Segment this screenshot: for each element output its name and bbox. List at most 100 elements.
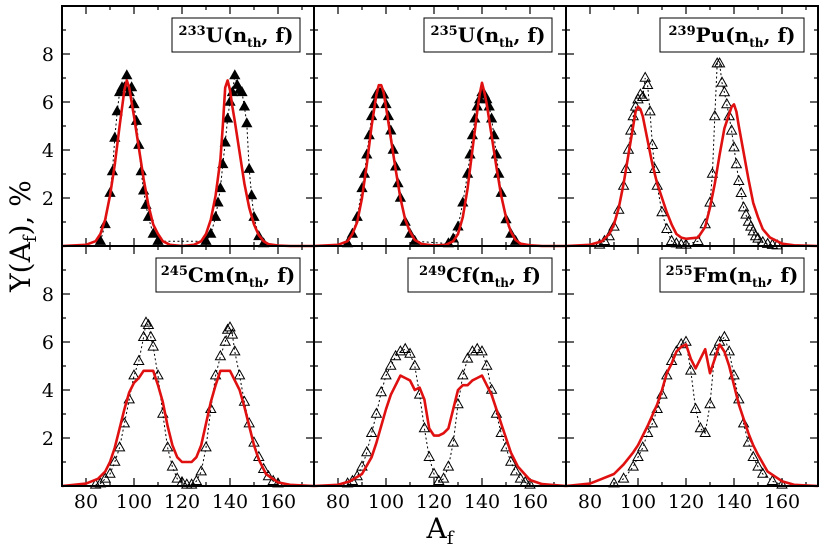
panel-label-open: (n (223, 23, 247, 47)
experiment-point (752, 460, 764, 471)
panel-label-box (171, 17, 301, 53)
panel-label-sup: 239 (668, 24, 695, 39)
panel-label-elem: Pu (696, 23, 726, 47)
experiment-point (612, 203, 625, 214)
panel-label-elem: Cm (188, 263, 225, 287)
experiment-point (147, 227, 159, 238)
x-tick-label: 120 (164, 491, 200, 513)
experiment-point (365, 426, 378, 437)
experiment-point (360, 445, 373, 457)
experiment-point (442, 460, 455, 471)
panel-label-sup: 245 (161, 264, 188, 279)
experiment-point (730, 157, 743, 169)
panel-label-close: , f) (764, 23, 796, 47)
experiment-point (660, 222, 673, 233)
experiment-line (613, 336, 783, 486)
experiment-point (152, 234, 164, 245)
panel-label-open: (n (728, 263, 752, 287)
panel-label-open: (n (475, 23, 499, 47)
x-tick-label: 160 (260, 491, 296, 513)
model-line (565, 103, 819, 248)
panel-label-sub: th (752, 276, 767, 290)
experiment-point (200, 441, 212, 452)
experiment-point (665, 234, 678, 245)
panel-label-close: , f) (513, 23, 545, 47)
x-tick-label: 140 (464, 491, 500, 513)
experiment-point (121, 69, 133, 80)
experiment-point (144, 330, 157, 341)
experiment-point (132, 354, 145, 365)
experiment-point (147, 340, 160, 351)
panel-0: 2 4 6 8 233U(nth, f) (42, 5, 315, 248)
experiment-point (476, 345, 488, 356)
experiment-point (241, 117, 253, 128)
experiment-point (634, 88, 647, 99)
panel-label-open: (n (225, 263, 249, 287)
panel-label-sup: 233 (179, 24, 206, 39)
experiment-point (608, 220, 620, 231)
experiment-point (737, 201, 750, 212)
experiment-point (161, 441, 174, 452)
experiment-point (399, 342, 412, 353)
panel-label: 233U(nth, f) (179, 23, 294, 50)
experiment-point (137, 330, 150, 341)
experiment-point (224, 321, 236, 332)
panel-label-sub: th (247, 36, 262, 50)
panel-label-box (659, 17, 805, 53)
panel-label-close: , f) (263, 263, 295, 287)
experiment-point (504, 455, 517, 466)
panel-label-sup: 249 (419, 264, 446, 279)
panel-frame (565, 245, 819, 487)
experiment-line (599, 63, 778, 246)
experiment-point (200, 234, 212, 245)
experiment-point (185, 478, 198, 489)
x-tick-label: 80 (326, 491, 350, 513)
experiment-point (716, 76, 728, 87)
experiment-point (190, 474, 203, 485)
experiment-point (380, 369, 392, 380)
experiment-point (228, 345, 241, 356)
experiment-point (617, 472, 630, 483)
experiment-point (651, 179, 664, 190)
experiment-point (104, 467, 116, 478)
model-line (313, 81, 566, 248)
panel-label-elem: Fm (693, 263, 728, 287)
panel-4: 80 100 120 140 160 249Cf(nth, f) (313, 245, 567, 513)
experiment-point (142, 318, 155, 329)
x-tick-label: 100 (620, 491, 656, 513)
experiment-point (243, 162, 255, 173)
experiment-point (236, 86, 248, 97)
experiment-point (644, 105, 656, 116)
experiment-point (205, 227, 217, 238)
experiment-point (720, 97, 733, 109)
experiment-point (708, 109, 721, 121)
experiment-point (166, 460, 179, 471)
experiment-point (639, 71, 652, 82)
experiment-point (627, 460, 640, 471)
experiment-point (471, 342, 484, 353)
experiment-point (418, 421, 431, 433)
panel-label-sup: 235 (431, 24, 458, 39)
experiment-point (94, 234, 107, 245)
experiment-point (209, 210, 222, 221)
panel-label-box (155, 257, 301, 293)
experiment-point (636, 441, 649, 452)
experiment-point (656, 205, 668, 217)
experiment-point (752, 232, 764, 243)
experiment-point (394, 345, 407, 356)
experiment-point (699, 426, 712, 437)
experiment-point (214, 349, 227, 361)
x-tick-label: 160 (764, 491, 800, 513)
experiment-point (480, 359, 493, 370)
y-tick-label: 8 (42, 44, 54, 66)
model-line (61, 79, 314, 248)
panel-label: 249Cf(nth, f) (419, 263, 541, 290)
model-line (565, 343, 819, 488)
experiment-point (749, 229, 762, 241)
experiment-point (509, 465, 522, 476)
experiment-point (725, 124, 738, 135)
x-tick-label: 120 (416, 491, 452, 513)
experiment-point (728, 141, 740, 152)
experiment-point (723, 345, 736, 356)
